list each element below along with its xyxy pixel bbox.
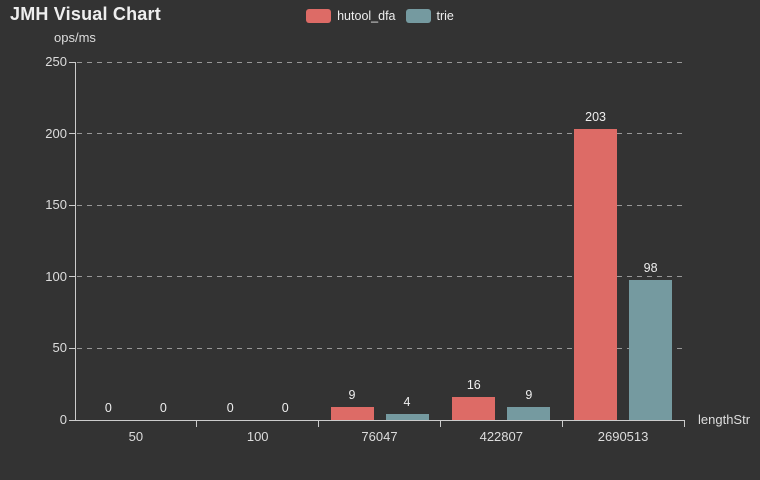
x-tick-3 [439,420,441,427]
legend-label-hutool_dfa: hutool_dfa [337,9,396,23]
y-tick-150 [69,204,75,206]
legend-label-trie: trie [436,9,454,23]
x-tick-1 [196,420,198,427]
y-tick-label-250: 250 [45,54,67,69]
bar-value-trie-2690513: 98 [643,260,658,275]
y-tick-label-150: 150 [45,197,67,213]
x-tick-label-2690513: 2690513 [597,429,649,444]
y-tick-50 [69,347,75,349]
y-tick-250 [69,61,75,63]
y-axis-name: ops/ms [54,30,96,45]
bar-value-trie-100: 0 [281,401,289,415]
y-tick-label-100: 100 [45,268,67,284]
bar-value-hutool_dfa-2690513: 203 [585,110,607,125]
bar-trie-2690513[interactable] [629,279,673,420]
y-tick-label-50: 50 [52,340,67,356]
gridline-250 [77,61,684,63]
x-tick-label-100: 100 [246,429,269,444]
x-tick-4 [561,420,563,427]
x-tick-5 [683,420,685,427]
x-tick-label-76047: 76047 [361,429,398,444]
chart-title: JMH Visual Chart [10,4,161,24]
legend-swatch-trie [405,9,431,23]
gridline-150 [77,204,684,206]
x-tick-label-50: 50 [128,429,144,444]
legend-item-trie[interactable]: trie [405,9,454,23]
bar-hutool_dfa-422807[interactable] [452,397,496,420]
bar-value-trie-50: 0 [159,401,167,415]
gridline-50 [77,347,684,349]
legend-item-hutool_dfa[interactable]: hutool_dfa [306,9,396,23]
x-tick-label-422807: 422807 [479,429,523,444]
gridline-200 [77,133,684,135]
x-axis-line [75,420,685,421]
bar-value-hutool_dfa-50: 0 [104,401,112,415]
bar-trie-76047[interactable] [385,414,429,420]
y-tick-0 [69,419,75,421]
legend: hutool_dfa trie [0,7,760,25]
y-axis-line [75,62,76,420]
bar-value-trie-422807: 9 [525,388,533,403]
x-axis-name: lengthStr [698,412,751,427]
y-tick-label-200: 200 [45,125,67,141]
bar-value-hutool_dfa-76047: 9 [348,388,356,403]
legend-swatch-hutool_dfa [306,9,332,23]
y-tick-100 [69,276,75,278]
gridline-100 [77,276,684,278]
bar-value-hutool_dfa-422807: 16 [466,378,481,393]
bar-value-trie-76047: 4 [403,395,411,410]
bar-value-hutool_dfa-100: 0 [226,401,234,415]
y-tick-label-0: 0 [59,412,67,427]
bar-hutool_dfa-76047[interactable] [330,407,374,420]
x-tick-2 [318,420,320,427]
bar-hutool_dfa-2690513[interactable] [574,129,618,420]
bar-trie-422807[interactable] [507,407,551,420]
y-tick-200 [69,133,75,135]
